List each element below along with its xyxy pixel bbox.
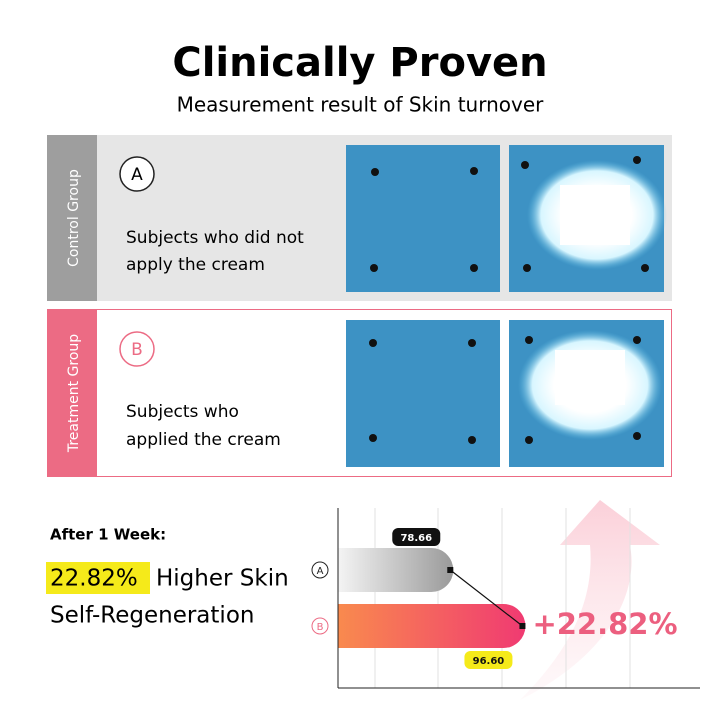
bar xyxy=(338,548,454,592)
description: Subjects who did not xyxy=(126,228,304,248)
badge-letter: B xyxy=(131,340,143,360)
photo xyxy=(346,320,500,467)
photo xyxy=(509,320,664,467)
value-label: 78.66 xyxy=(400,533,432,544)
title: Clinically Proven xyxy=(172,40,547,86)
category-badge xyxy=(311,617,329,635)
description: apply the cream xyxy=(126,255,265,275)
connector xyxy=(449,569,523,627)
connector-node xyxy=(447,567,454,573)
category-label: A xyxy=(317,566,324,577)
bar xyxy=(338,604,526,648)
group-label: Treatment Group xyxy=(66,334,82,453)
annotation: +22.82% xyxy=(532,607,677,641)
headline: Higher Skin xyxy=(156,566,289,592)
period: After 1 Week: xyxy=(50,526,166,544)
value-label: 96.60 xyxy=(473,656,505,667)
photo xyxy=(346,145,500,292)
category-badge xyxy=(311,561,329,579)
description: applied the cream xyxy=(126,430,281,450)
chart: A 78.66 B 96.60 xyxy=(311,528,526,669)
badge-letter: A xyxy=(131,165,143,185)
connector-node xyxy=(519,623,526,629)
badge xyxy=(119,156,155,192)
highlight: 22.82% xyxy=(50,566,138,592)
subtitle: Measurement result of Skin turnover xyxy=(177,93,545,117)
description: Subjects who xyxy=(126,402,239,422)
photo xyxy=(509,145,667,292)
group-label: Control Group xyxy=(66,169,82,267)
arrow xyxy=(520,500,660,700)
headline: Self-Regeneration xyxy=(50,603,254,629)
category-label: B xyxy=(317,622,324,633)
value-pill xyxy=(392,528,441,546)
value-pill xyxy=(464,651,513,669)
highlight-box xyxy=(46,562,150,594)
sidebar xyxy=(47,309,97,477)
sidebar xyxy=(47,135,97,301)
badge xyxy=(119,331,155,367)
